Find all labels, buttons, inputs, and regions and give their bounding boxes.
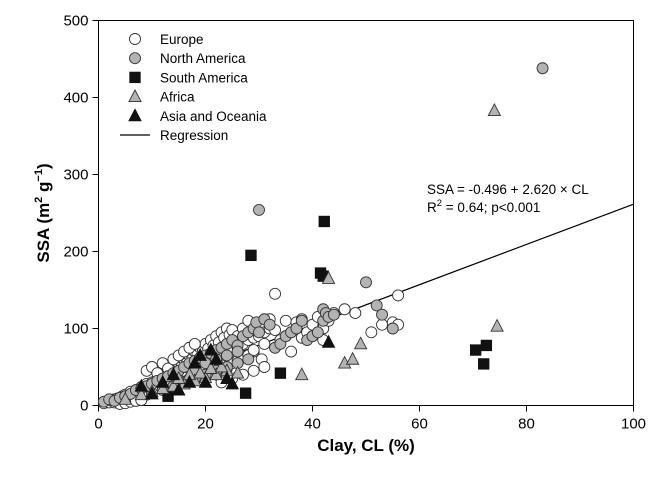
data-point-asia-and-oceania — [155, 374, 170, 388]
y-tick-label: 300 — [63, 167, 88, 184]
x-tick-label: 60 — [411, 416, 428, 433]
legend-label-asia-and-oceania: Asia and Oceania — [160, 109, 267, 124]
y-tick-label: 200 — [63, 244, 88, 261]
plot-frame — [98, 20, 634, 406]
data-point-asia-and-oceania — [220, 370, 234, 384]
data-point-south-america — [318, 215, 330, 228]
data-point-south-america — [245, 249, 257, 262]
data-point-africa — [230, 365, 245, 379]
y-axis-title: SSA (m2 g−1) — [33, 163, 53, 262]
legend-label-africa: Africa — [160, 90, 195, 105]
data-point-africa — [214, 359, 229, 373]
data-point-asia-and-oceania — [198, 374, 213, 388]
data-point-north-america — [295, 314, 308, 327]
data-point-north-america — [242, 353, 255, 366]
data-point-asia-and-oceania — [193, 347, 207, 361]
data-point-africa — [118, 391, 133, 405]
data-point-asia-and-oceania — [188, 355, 202, 369]
data-point-north-america — [360, 276, 372, 289]
data-point-north-america — [311, 326, 324, 339]
y-tick-label: 400 — [63, 90, 88, 107]
legend: Europe North America South America Africa As… — [120, 32, 267, 143]
data-point-africa — [193, 365, 207, 379]
legend-marker-europe — [129, 33, 141, 45]
data-point-europe — [247, 344, 260, 357]
data-point-north-america — [220, 349, 233, 362]
data-points-layer — [97, 62, 549, 410]
data-point-north-america — [376, 308, 388, 321]
data-point-europe — [365, 326, 378, 339]
legend-label-europe: Europe — [160, 32, 204, 47]
data-point-south-america — [478, 358, 490, 370]
data-point-south-america — [480, 339, 493, 352]
legend-label-north-america: North America — [160, 51, 246, 66]
data-point-north-america — [253, 326, 265, 339]
data-point-asia-and-oceania — [145, 386, 159, 400]
y-tick-label: 100 — [63, 321, 88, 338]
data-point-asia-and-oceania — [182, 374, 197, 388]
data-point-africa — [134, 387, 149, 401]
regression-equation: SSA = -0.496 + 2.620 × CL — [427, 182, 589, 197]
data-point-europe — [285, 345, 298, 358]
regression-r2: R2 = 0.64; p<0.001 — [427, 198, 540, 215]
series-asia-and-oceania — [134, 334, 336, 400]
data-point-asia-and-oceania — [171, 382, 186, 396]
data-point-europe — [338, 303, 351, 316]
data-point-asia-and-oceania — [209, 351, 223, 365]
data-point-north-america — [536, 62, 549, 75]
data-point-asia-and-oceania — [204, 342, 218, 356]
data-point-europe — [349, 307, 362, 320]
legend-label-regression: Regression — [160, 128, 228, 143]
data-point-asia-and-oceania — [166, 367, 181, 381]
data-point-north-america — [263, 318, 276, 331]
axis-ticks — [92, 20, 634, 412]
data-point-europe — [269, 287, 281, 300]
legend-marker-asia-and-oceania — [128, 108, 142, 122]
data-point-north-america — [370, 299, 383, 312]
data-point-asia-and-oceania — [321, 334, 336, 348]
data-point-europe — [376, 318, 388, 331]
data-point-asia-and-oceania — [225, 376, 240, 390]
x-axis-title: Clay, CL (%) — [317, 436, 415, 455]
data-point-europe — [258, 337, 271, 350]
legend-marker-south-america — [129, 71, 141, 84]
legend-label-south-america: South America — [160, 70, 248, 85]
axis-tick-labels: 0 20 40 60 80 100 0 100 200 300 400 500 — [63, 13, 646, 433]
data-point-africa — [295, 367, 309, 381]
series-south-america — [162, 215, 493, 402]
data-point-africa — [490, 318, 504, 332]
data-point-europe — [247, 364, 260, 377]
data-point-south-america — [274, 367, 287, 379]
data-point-africa — [204, 360, 218, 374]
data-point-north-america — [231, 345, 244, 358]
legend-marker-north-america — [129, 52, 141, 65]
data-point-europe — [392, 289, 405, 302]
data-point-north-america — [386, 322, 399, 335]
data-point-south-america — [239, 387, 252, 399]
data-point-north-america — [327, 308, 340, 321]
x-tick-label: 0 — [94, 416, 102, 433]
x-tick-label: 40 — [304, 416, 321, 433]
data-point-africa — [321, 270, 336, 284]
y-tick-label: 0 — [80, 398, 88, 415]
data-point-africa — [345, 351, 360, 365]
x-tick-label: 80 — [518, 416, 535, 433]
data-point-asia-and-oceania — [134, 378, 149, 392]
data-point-europe — [279, 314, 292, 327]
legend-marker-africa — [128, 89, 142, 103]
data-point-north-america — [253, 203, 265, 216]
x-tick-label: 20 — [197, 416, 214, 433]
data-point-africa — [353, 336, 368, 350]
y-tick-label: 500 — [63, 13, 88, 30]
data-point-europe — [258, 361, 271, 373]
data-point-europe — [188, 337, 201, 350]
x-tick-label: 100 — [621, 416, 646, 433]
data-point-south-america — [470, 344, 482, 356]
data-point-africa — [487, 103, 502, 116]
